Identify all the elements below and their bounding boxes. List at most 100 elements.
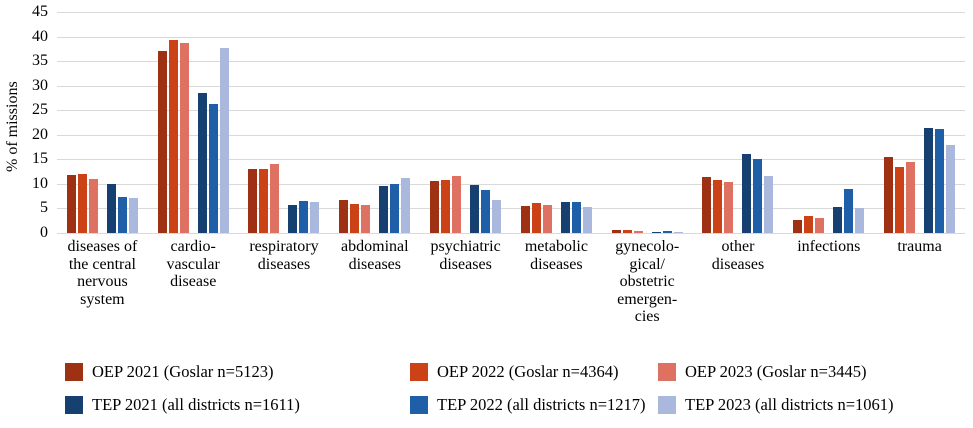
bar-series0-cat6 — [611, 229, 621, 233]
bar-series4-cat1 — [208, 103, 218, 233]
category-label-line: cardio- — [170, 238, 216, 255]
bar-series5-cat4 — [492, 200, 502, 233]
category-label-line: psychiatric — [430, 238, 501, 255]
category-label-6: gynecolo-gical/obstetric emergen-cies — [602, 238, 693, 326]
gridline-5 — [57, 208, 965, 210]
category-label-8: infections — [783, 238, 874, 256]
bar-series1-cat1 — [168, 39, 178, 233]
category-label-line: gical/ — [629, 255, 665, 273]
bar-series1-cat8 — [804, 216, 814, 233]
category-label-2: respiratory diseases — [239, 238, 330, 273]
category-label-3: abdominal diseases — [329, 238, 420, 273]
bar-group-0 — [57, 12, 148, 233]
category-label-line: system — [80, 290, 125, 308]
category-label-line: metabolic — [524, 238, 588, 255]
bar-group-6 — [602, 12, 693, 233]
bar-series1-cat2 — [259, 169, 269, 233]
bar-series3-cat3 — [379, 186, 389, 233]
category-label-line: infections — [797, 238, 861, 255]
bar-series3-cat0 — [106, 184, 116, 233]
bar-series1-cat4 — [441, 179, 451, 233]
bar-series2-cat9 — [906, 161, 916, 233]
y-tick-label-20: 20 — [32, 125, 48, 143]
category-label-9: trauma — [874, 238, 965, 256]
legend-swatch-icon — [65, 395, 83, 414]
bar-series5-cat0 — [128, 197, 138, 233]
legend-swatch-icon — [65, 362, 83, 381]
category-label-line: respiratory — [249, 238, 319, 255]
bar-group-1 — [148, 12, 239, 233]
category-label-line: diseases — [711, 255, 765, 273]
bar-series0-cat1 — [157, 51, 167, 233]
category-label-line: the central — [68, 255, 136, 273]
bar-series0-cat5 — [520, 206, 530, 233]
bar-group-7 — [693, 12, 784, 233]
gridline-25 — [57, 110, 965, 112]
bar-series2-cat7 — [724, 181, 734, 233]
bar-series0-cat9 — [884, 156, 894, 233]
category-label-1: cardio-vascular disease — [148, 238, 239, 291]
y-tick-label-5: 5 — [40, 199, 48, 217]
gridline-20 — [57, 134, 965, 136]
category-label-line: vascular — [166, 255, 220, 273]
category-label-line: abdominal — [341, 238, 409, 255]
bar-series0-cat3 — [339, 199, 349, 233]
legend-item-1: OEP 2022 (Goslar n=4364) — [410, 362, 618, 381]
y-tick-label-40: 40 — [32, 27, 48, 45]
gridline-0 — [57, 233, 965, 234]
bar-series4-cat2 — [299, 200, 309, 233]
bar-series4-cat8 — [844, 188, 854, 233]
bar-group-3 — [329, 12, 420, 233]
bar-series1-cat3 — [350, 203, 360, 233]
legend-label: OEP 2023 (Goslar n=3445) — [685, 361, 867, 381]
bar-series1-cat6 — [622, 229, 632, 233]
gridline-10 — [57, 183, 965, 185]
bar-group-8 — [783, 12, 874, 233]
category-label-5: metabolic diseases — [511, 238, 602, 273]
bar-series0-cat2 — [248, 169, 258, 233]
category-label-line: diseases — [530, 255, 583, 273]
bar-series2-cat1 — [179, 43, 189, 233]
category-label-0: diseases of the central nervous system — [57, 238, 148, 308]
category-label-4: psychiatric diseases — [420, 238, 511, 273]
bar-series2-cat8 — [815, 218, 825, 233]
bar-series3-cat8 — [833, 206, 843, 233]
legend-label: TEP 2023 (all districts n=1061) — [685, 394, 894, 414]
bar-series1-cat5 — [531, 203, 541, 233]
bar-series3-cat5 — [560, 201, 570, 233]
bar-series3-cat1 — [197, 92, 207, 233]
bar-series3-cat4 — [470, 185, 480, 233]
bar-series5-cat1 — [219, 47, 229, 233]
bar-series2-cat5 — [542, 205, 552, 233]
bar-group-4 — [420, 12, 511, 233]
bar-series5-cat8 — [855, 208, 865, 233]
category-label-line: diseases of — [67, 238, 138, 255]
bar-group-5 — [511, 12, 602, 233]
legend-item-2: OEP 2023 (Goslar n=3445) — [658, 362, 866, 381]
bar-series5-cat9 — [946, 145, 956, 233]
legend-swatch-icon — [658, 362, 676, 381]
bar-series4-cat5 — [571, 202, 581, 233]
bar-series2-cat2 — [270, 164, 280, 233]
bar-series0-cat4 — [430, 180, 440, 233]
bar-series4-cat0 — [117, 197, 127, 233]
bar-series3-cat7 — [742, 154, 752, 233]
bar-series0-cat0 — [66, 175, 76, 233]
legend-label: OEP 2021 (Goslar n=5123) — [92, 361, 274, 381]
bar-group-2 — [239, 12, 330, 233]
y-tick-label-0: 0 — [40, 224, 48, 241]
bar-series1-cat7 — [713, 179, 723, 233]
bar-series2-cat3 — [361, 205, 371, 233]
bar-series1-cat9 — [895, 167, 905, 233]
bar-series4-cat4 — [481, 190, 491, 233]
bar-series3-cat6 — [651, 232, 661, 233]
category-label-line: diseases — [348, 255, 401, 273]
bar-series4-cat3 — [390, 183, 400, 233]
legend-label: TEP 2021 (all districts n=1611) — [92, 394, 300, 414]
y-tick-label-25: 25 — [32, 101, 48, 119]
y-tick-label-45: 45 — [32, 3, 48, 20]
y-tick-label-15: 15 — [32, 150, 48, 168]
bar-series4-cat7 — [753, 159, 763, 233]
category-label-line: diseases — [257, 255, 311, 273]
